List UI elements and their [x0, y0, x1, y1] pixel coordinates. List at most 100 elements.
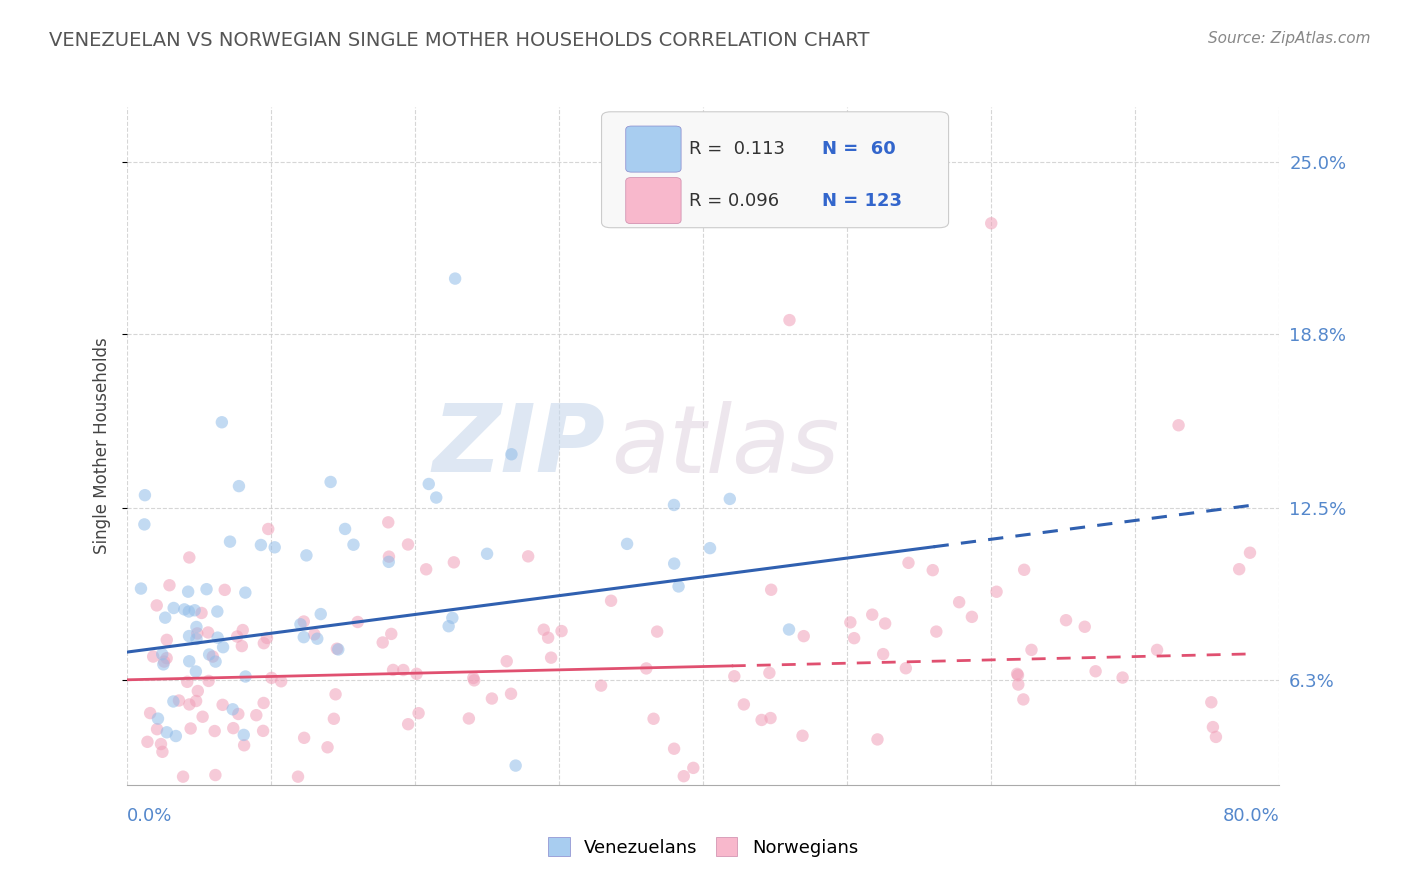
Point: [793, 629, 815, 643]
Text: atlas: atlas: [610, 401, 839, 491]
Legend: Venezuelans, Norwegians: Venezuelans, Norwegians: [541, 830, 865, 864]
Point: [319, 475, 342, 489]
Point: [662, 498, 685, 512]
Point: [222, 702, 245, 716]
Point: [214, 582, 236, 597]
Point: [228, 706, 250, 721]
Point: [779, 313, 801, 327]
FancyBboxPatch shape: [626, 178, 681, 224]
Point: [211, 415, 233, 429]
Point: [600, 594, 623, 608]
Point: [201, 649, 224, 664]
Point: [699, 541, 721, 555]
Text: N =  60: N = 60: [821, 140, 896, 158]
Point: [260, 671, 283, 685]
Point: [1111, 671, 1133, 685]
Point: [897, 556, 920, 570]
Point: [960, 610, 983, 624]
Point: [129, 582, 152, 596]
Point: [176, 674, 198, 689]
Point: [231, 639, 253, 653]
Point: [475, 547, 498, 561]
Point: [792, 729, 814, 743]
Point: [1007, 677, 1029, 691]
Text: 80.0%: 80.0%: [1223, 807, 1279, 825]
Point: [378, 549, 401, 564]
Point: [1005, 666, 1028, 681]
Point: [139, 706, 162, 720]
Point: [591, 679, 613, 693]
Point: [415, 562, 437, 576]
Point: [153, 655, 176, 669]
Point: [550, 624, 572, 638]
Point: [636, 661, 658, 675]
Point: [948, 595, 970, 609]
Point: [842, 631, 865, 645]
Point: [405, 666, 427, 681]
Point: [751, 713, 773, 727]
Point: [191, 710, 214, 724]
Point: [290, 617, 312, 632]
Point: [245, 708, 267, 723]
Point: [533, 623, 555, 637]
Point: [778, 623, 800, 637]
Point: [662, 741, 685, 756]
Point: [1007, 668, 1029, 682]
Point: [156, 651, 179, 665]
Point: [250, 538, 273, 552]
Point: [263, 541, 285, 555]
FancyBboxPatch shape: [626, 126, 681, 172]
Text: R =  0.113: R = 0.113: [689, 140, 785, 158]
Point: [517, 549, 540, 564]
Point: [287, 770, 309, 784]
Point: [1146, 643, 1168, 657]
Point: [481, 691, 503, 706]
Point: [179, 550, 201, 565]
Point: [179, 654, 201, 668]
Point: [342, 538, 364, 552]
Point: [396, 537, 419, 551]
Point: [177, 629, 200, 643]
Point: [309, 607, 332, 621]
Point: [444, 271, 467, 285]
Point: [235, 669, 257, 683]
Point: [382, 663, 405, 677]
Point: [495, 654, 517, 668]
Point: [921, 563, 943, 577]
Point: [232, 728, 254, 742]
Point: [211, 698, 233, 712]
Point: [252, 723, 274, 738]
Point: [759, 711, 782, 725]
Point: [156, 632, 179, 647]
Point: [616, 537, 638, 551]
Point: [643, 712, 665, 726]
Point: [207, 631, 229, 645]
Point: [183, 603, 205, 617]
Point: [180, 722, 202, 736]
Point: [505, 758, 527, 772]
Point: [723, 669, 745, 683]
Point: [537, 631, 560, 645]
Point: [316, 740, 339, 755]
Point: [136, 735, 159, 749]
Point: [1074, 620, 1097, 634]
Point: [156, 725, 179, 739]
Point: [153, 610, 176, 624]
Point: [333, 522, 356, 536]
Text: Source: ZipAtlas.com: Source: ZipAtlas.com: [1208, 31, 1371, 46]
Point: [1012, 692, 1035, 706]
Point: [986, 584, 1008, 599]
Point: [894, 661, 917, 675]
Point: [226, 630, 249, 644]
Point: [1054, 613, 1077, 627]
Point: [184, 665, 207, 679]
Point: [326, 641, 349, 656]
Point: [860, 607, 883, 622]
Point: [839, 615, 862, 630]
Point: [328, 642, 350, 657]
FancyBboxPatch shape: [602, 112, 949, 227]
Point: [322, 712, 344, 726]
Point: [163, 601, 186, 615]
Point: [668, 579, 690, 593]
Point: [1239, 546, 1261, 560]
